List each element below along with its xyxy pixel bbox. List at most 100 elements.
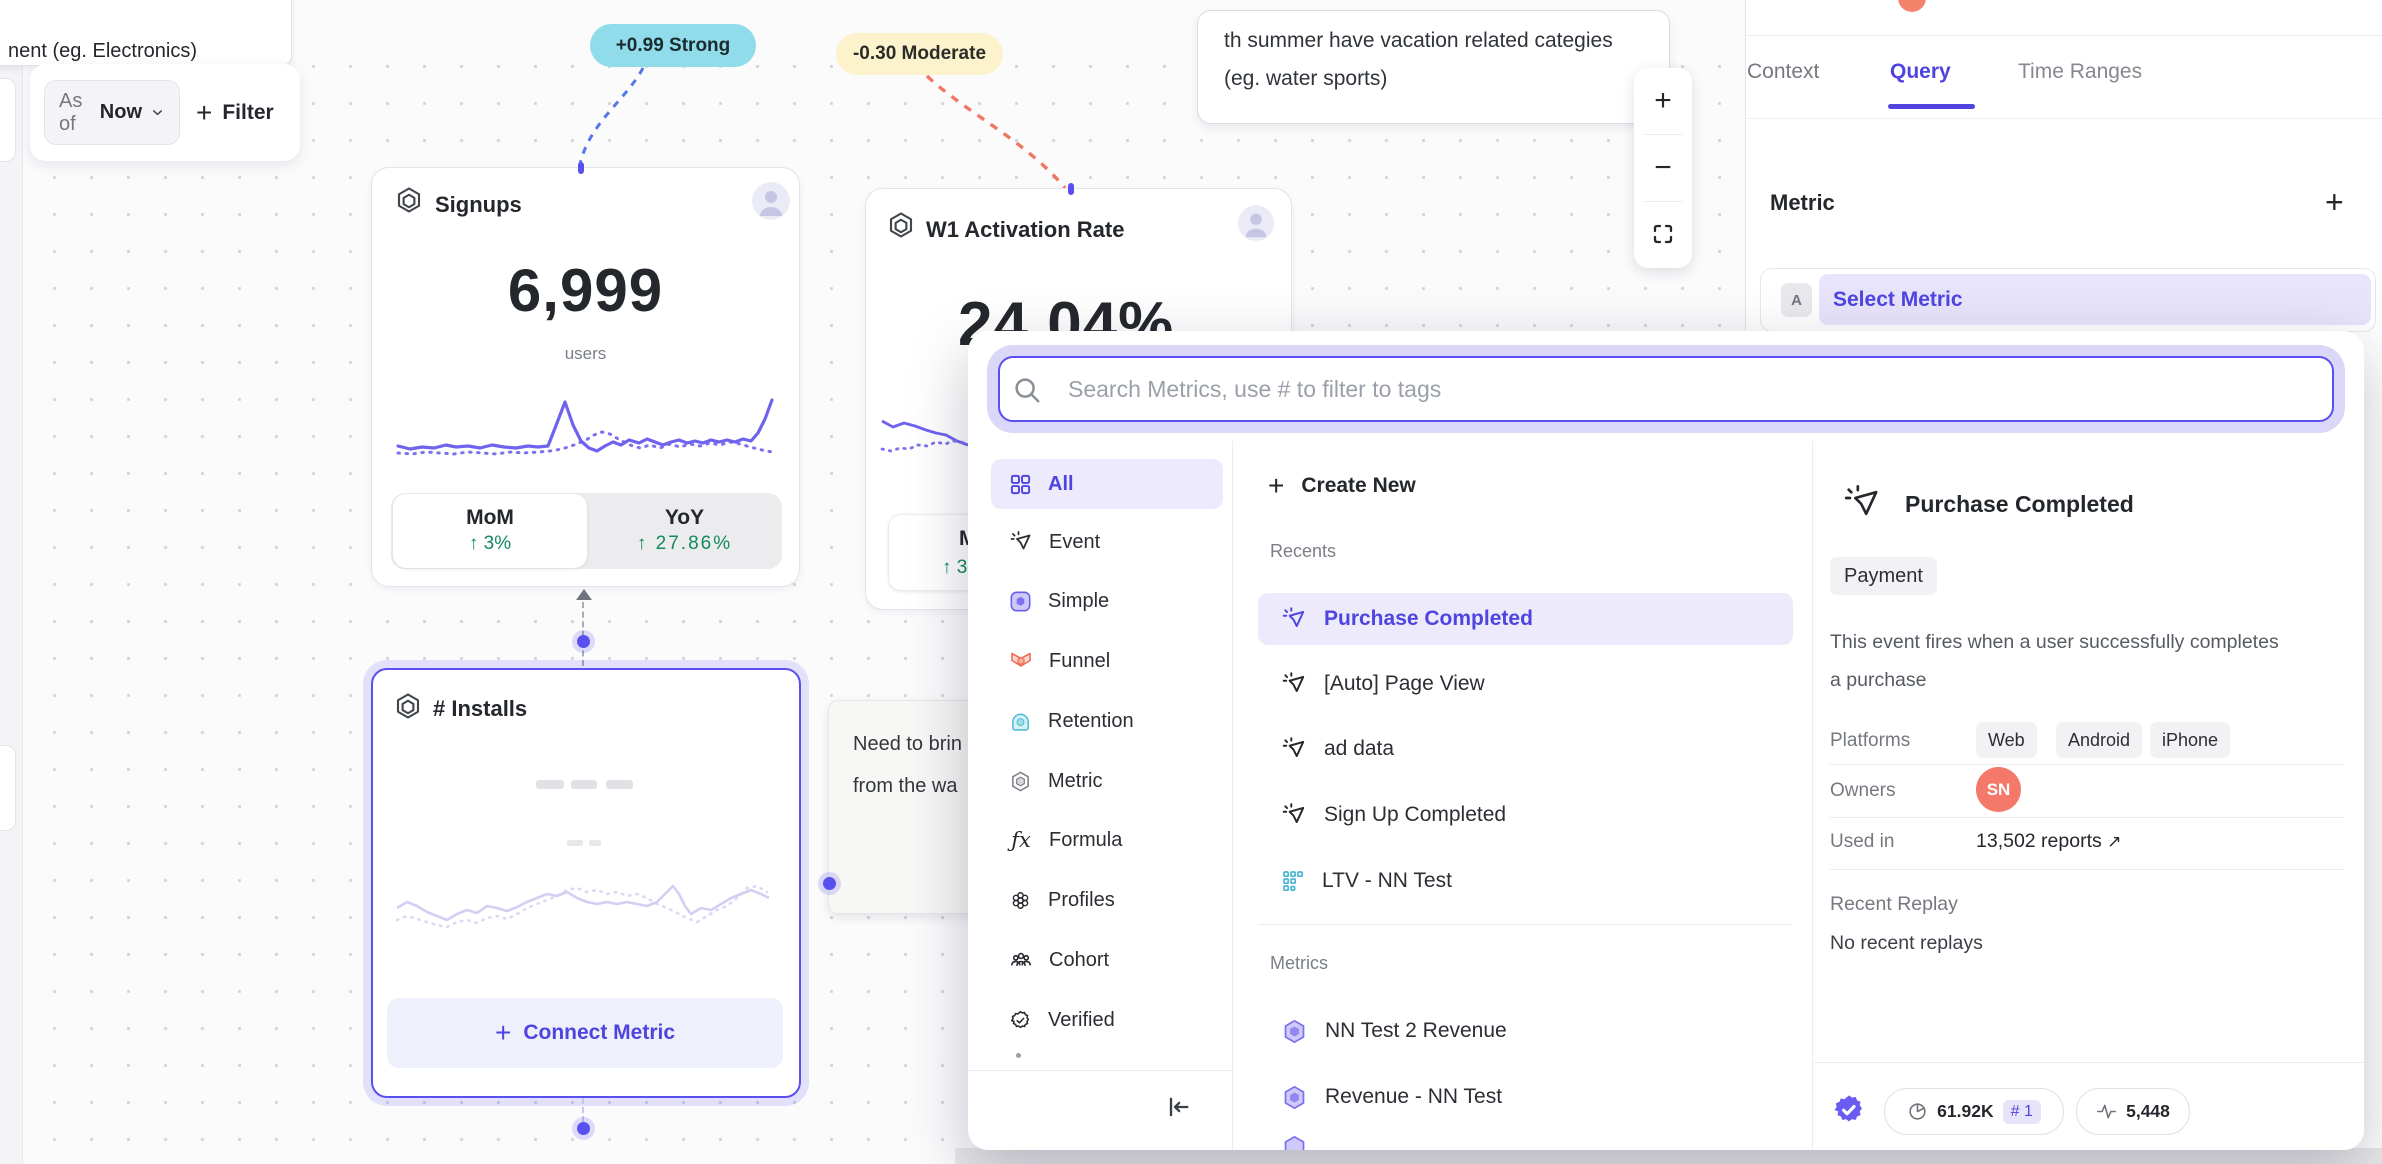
profiles-icon bbox=[1009, 889, 1032, 912]
skeleton-bar bbox=[606, 780, 633, 789]
fullscreen-button[interactable] bbox=[1634, 202, 1692, 266]
metric-hexagon-icon bbox=[1281, 1084, 1308, 1111]
category-event[interactable]: Event bbox=[1009, 518, 1219, 566]
skeleton-bar bbox=[571, 780, 597, 789]
owner-initials: SN bbox=[1986, 779, 2011, 799]
category-all[interactable]: All bbox=[1009, 460, 1219, 508]
zoom-out-button[interactable]: − bbox=[1654, 151, 1672, 184]
recent-item-ad-data[interactable]: ad data bbox=[1281, 725, 1781, 773]
skeleton-dash bbox=[567, 840, 583, 846]
metric-hexagon-icon bbox=[886, 211, 916, 241]
tree-edge-line bbox=[582, 602, 584, 666]
metric-clause-row[interactable]: A Select Metric bbox=[1760, 268, 2376, 332]
ghost-sparkline-chart bbox=[395, 884, 770, 929]
tab-time-ranges[interactable]: Time Ranges bbox=[2018, 60, 2143, 83]
add-filter-button[interactable]: + Filter bbox=[196, 80, 274, 145]
as-of-label: As of bbox=[59, 89, 83, 135]
search-input[interactable] bbox=[998, 356, 2334, 422]
fullscreen-icon bbox=[1651, 222, 1675, 246]
category-cohort[interactable]: Cohort bbox=[1009, 936, 1219, 984]
tab-query-underline bbox=[1888, 104, 1975, 109]
left-rail-tab[interactable] bbox=[0, 78, 16, 162]
create-new-button[interactable]: + Create New bbox=[1268, 462, 1668, 510]
skeleton-dash bbox=[589, 840, 601, 846]
detail-menu-kebab[interactable] bbox=[2314, 1095, 2336, 1127]
usage-stat-pill[interactable]: 61.92K # 1 bbox=[1884, 1088, 2064, 1135]
note-need-line1: Need to brin bbox=[853, 733, 962, 755]
toggle-mom[interactable]: MoM ↑ 3% bbox=[393, 494, 587, 568]
category-verified[interactable]: Verified bbox=[1009, 996, 1219, 1044]
event-icon bbox=[1281, 671, 1307, 697]
event-icon bbox=[1281, 736, 1307, 762]
edge-handle-dot[interactable] bbox=[577, 635, 590, 648]
edge-handle-dot[interactable] bbox=[823, 877, 836, 890]
pie-chart-icon bbox=[1907, 1101, 1928, 1122]
recent-item-sign-up-completed[interactable]: Sign Up Completed bbox=[1281, 791, 1781, 839]
card-menu-kebab[interactable] bbox=[751, 694, 773, 724]
platform-chip-android: Android bbox=[2056, 722, 2143, 758]
recent-item-ltv-nn-test[interactable]: LTV - NN Test bbox=[1281, 857, 1781, 905]
metric-item-revenue-nn-test[interactable]: Revenue - NN Test bbox=[1281, 1073, 1781, 1121]
category-label: Formula bbox=[1049, 828, 1123, 851]
avatar bbox=[752, 182, 790, 225]
metric-item-nn-test-2-revenue[interactable]: NN Test 2 Revenue bbox=[1281, 1007, 1781, 1055]
up-arrow-icon: ↑ bbox=[636, 533, 649, 554]
category-label: Retention bbox=[1048, 709, 1134, 732]
used-in-reports-link[interactable]: 13,502 reports ↗ bbox=[1976, 830, 2122, 852]
metric-card-installs[interactable]: # Installs + Connect Metric bbox=[371, 668, 801, 1098]
left-rail-tab[interactable] bbox=[0, 745, 16, 831]
divider bbox=[1830, 869, 2343, 870]
note-segment[interactable] bbox=[0, 0, 292, 66]
category-retention[interactable]: Retention bbox=[1009, 697, 1219, 745]
recent-item-selected-highlight bbox=[1258, 593, 1793, 645]
zoom-in-button[interactable]: + bbox=[1654, 84, 1672, 117]
connect-metric-button[interactable]: + Connect Metric bbox=[387, 998, 783, 1068]
platform-chip-iphone: iPhone bbox=[2150, 722, 2231, 758]
select-metric-field[interactable]: Select Metric bbox=[1819, 274, 2371, 325]
category-profiles[interactable]: Profiles bbox=[1009, 876, 1219, 924]
detail-tag: Payment bbox=[1830, 557, 1937, 595]
toggle-yoy[interactable]: YoY ↑ 27.86% bbox=[587, 493, 782, 569]
metric-card-signups[interactable]: Signups 6,999 users MoM ↑ 3% YoY ↑ 27.86… bbox=[371, 162, 800, 587]
correlation-badge-negative[interactable]: -0.30 Moderate bbox=[836, 33, 1003, 75]
category-simple[interactable]: Simple bbox=[1009, 577, 1219, 625]
add-metric-button[interactable]: + bbox=[2325, 184, 2344, 220]
category-metric[interactable]: Metric bbox=[1009, 757, 1219, 805]
as-of-dropdown[interactable]: As of Now bbox=[44, 80, 180, 145]
recent-item-purchase-completed[interactable]: Purchase Completed bbox=[1281, 595, 1781, 643]
note-summer-line2: (eg. water sports) bbox=[1224, 67, 1388, 90]
category-funnel[interactable]: Funnel bbox=[1009, 637, 1219, 685]
platforms-label: Platforms bbox=[1830, 730, 1911, 751]
toggle-delta: 3% bbox=[483, 533, 512, 554]
metric-hexagon-icon bbox=[394, 186, 424, 216]
recent-item-label: ad data bbox=[1324, 737, 1395, 760]
toggle-delta: 27.86% bbox=[655, 533, 733, 554]
funnel-icon bbox=[1009, 649, 1033, 673]
sparkline-chart bbox=[880, 419, 969, 453]
retention-icon bbox=[1009, 710, 1032, 733]
category-label: Funnel bbox=[1049, 649, 1111, 672]
edge-handle-dot[interactable] bbox=[577, 1122, 590, 1135]
detail-description: This event fires when a user successfull… bbox=[1830, 631, 2279, 691]
events-stat-pill[interactable]: 5,448 bbox=[2076, 1088, 2190, 1135]
category-formula[interactable]: ƒx Formula bbox=[1009, 816, 1219, 864]
recent-item-auto-page-view[interactable]: [Auto] Page View bbox=[1281, 660, 1781, 708]
metric-hexagon-icon bbox=[393, 692, 423, 722]
rank-badge: # 1 bbox=[2002, 1099, 2041, 1124]
metric-unit: users bbox=[564, 344, 607, 363]
card-title: Signups bbox=[435, 192, 522, 217]
category-label: Metric bbox=[1048, 769, 1103, 792]
tree-edge-line bbox=[582, 1098, 584, 1122]
cohort-icon bbox=[1009, 948, 1033, 972]
tab-context[interactable]: Context bbox=[1747, 60, 1820, 83]
detail-title: Purchase Completed bbox=[1905, 491, 2134, 517]
verified-badge-icon bbox=[1009, 1009, 1032, 1032]
column-divider bbox=[1812, 441, 1813, 1150]
platform-chip-web: Web bbox=[1976, 722, 2037, 758]
correlation-badge-positive[interactable]: +0.99 Strong bbox=[590, 24, 756, 67]
toggle-label: MoM bbox=[466, 506, 514, 529]
recents-heading: Recents bbox=[1270, 541, 1337, 561]
tab-query[interactable]: Query bbox=[1890, 60, 1951, 83]
collapse-sidebar-button[interactable] bbox=[1164, 1093, 1192, 1126]
note-summer[interactable]: th summer have vacation related categies… bbox=[1197, 10, 1670, 124]
